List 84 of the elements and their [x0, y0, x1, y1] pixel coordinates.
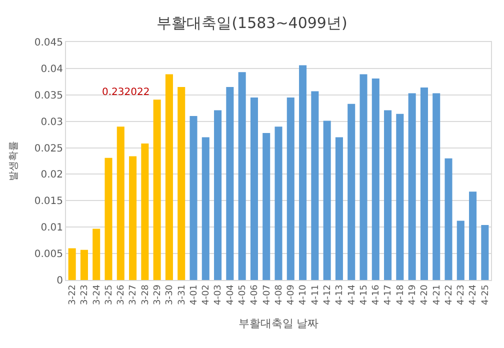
bar	[420, 87, 428, 280]
x-tick-label: 3-24	[92, 284, 102, 306]
y-tick-label: 0.03	[40, 116, 63, 128]
x-axis-title: 부활대축일 날짜	[238, 317, 319, 330]
bar	[104, 158, 112, 280]
x-tick-label: 4-19	[408, 284, 418, 306]
bar	[335, 137, 343, 280]
x-tick-label: 4-21	[432, 284, 442, 306]
bar	[238, 72, 246, 280]
x-tick-label: 4-05	[238, 284, 248, 306]
bar	[190, 116, 198, 280]
x-tick-label: 4-06	[250, 284, 260, 306]
x-tick-label: 4-10	[298, 284, 309, 306]
x-tick-label: 4-22	[444, 284, 454, 306]
y-tick-label: 0.04	[40, 64, 63, 75]
chart-title: 부활대축일(1583~4099년)	[156, 14, 348, 32]
x-tick-label: 3-28	[140, 284, 151, 306]
y-tick-label: 0.045	[34, 38, 63, 48]
bar	[116, 126, 124, 280]
bar	[68, 248, 76, 280]
bar	[286, 98, 294, 280]
x-tick-label: 3-29	[152, 284, 163, 306]
y-tick-label: 0.005	[34, 249, 63, 260]
bar	[165, 74, 173, 280]
x-tick-label: 4-18	[396, 284, 406, 306]
y-tick-label: 0	[56, 276, 63, 286]
bar	[311, 91, 319, 280]
bar	[372, 78, 380, 280]
y-tick-label: 0.035	[34, 90, 63, 102]
x-tick-label: 3-31	[177, 284, 188, 306]
bar	[432, 93, 440, 280]
x-tick-label: 4-15	[359, 284, 370, 306]
x-tick-label: 3-27	[128, 284, 139, 306]
bar	[178, 86, 186, 280]
bar	[323, 120, 331, 280]
bar	[202, 137, 210, 280]
bar	[384, 110, 392, 280]
x-tick-label: 4-14	[347, 284, 358, 306]
bar	[299, 65, 307, 280]
bar	[348, 104, 356, 280]
x-tick-label: 3-22	[68, 284, 78, 306]
bar	[153, 100, 161, 280]
bar	[481, 225, 489, 280]
x-tick-label: 4-17	[384, 284, 394, 306]
x-tick-label: 4-12	[322, 284, 333, 306]
x-tick-label: 4-09	[286, 284, 297, 306]
bar	[250, 98, 258, 280]
x-tick-label: 3-26	[116, 284, 127, 306]
x-tick-label: 4-25	[480, 284, 491, 306]
x-tick-label: 4-13	[335, 284, 346, 306]
bar	[360, 74, 368, 280]
bar	[444, 158, 452, 280]
bar	[141, 144, 149, 280]
annotation: 0.232022	[102, 87, 150, 98]
bar	[456, 220, 464, 280]
y-tick-label: 0.02	[40, 170, 63, 181]
bar	[396, 114, 404, 280]
x-tick-label: 3-25	[104, 284, 114, 306]
x-tick-label: 4-11	[310, 284, 321, 306]
x-tick-label: 4-07	[262, 284, 272, 306]
x-tick-label: 4-24	[468, 284, 479, 306]
x-tick-label: 4-03	[214, 284, 224, 306]
x-tick-label: 3-30	[165, 284, 176, 306]
x-tick-label: 4-23	[456, 284, 467, 306]
bar	[408, 93, 416, 280]
bar	[226, 86, 234, 280]
bar	[469, 192, 477, 280]
bar	[262, 132, 270, 280]
bar	[92, 228, 100, 280]
x-tick-label: 4-08	[274, 284, 284, 306]
y-axis-title: 발생확률	[8, 141, 20, 181]
y-tick-label: 0.015	[34, 196, 63, 208]
x-tick-label: 3-23	[80, 284, 90, 306]
bar	[214, 110, 222, 280]
y-tick-label: 0.01	[40, 222, 63, 234]
y-tick-label: 0.025	[34, 143, 63, 154]
bar	[129, 156, 137, 280]
x-tick-label: 4-20	[420, 284, 430, 306]
bar	[274, 126, 282, 280]
x-tick-label: 4-02	[202, 284, 212, 306]
x-tick-label: 4-04	[226, 284, 236, 306]
bar	[80, 250, 88, 280]
x-tick-label: 4-16	[372, 284, 382, 306]
x-tick-label: 4-01	[189, 284, 200, 306]
